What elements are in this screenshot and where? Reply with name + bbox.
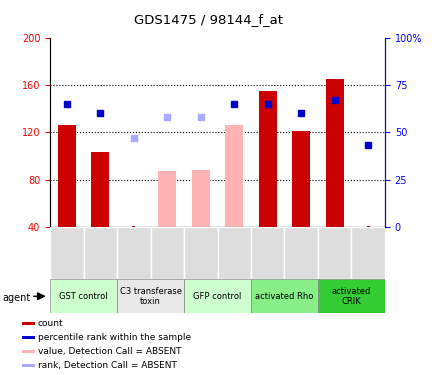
Bar bbox=[250, 227, 284, 279]
Bar bbox=[224, 125, 243, 227]
Bar bbox=[22, 336, 35, 339]
Bar bbox=[22, 364, 35, 367]
Bar bbox=[284, 227, 317, 279]
Text: GFP control: GFP control bbox=[193, 292, 241, 301]
Bar bbox=[117, 279, 184, 313]
Bar bbox=[50, 227, 83, 279]
Bar bbox=[83, 227, 117, 279]
Text: value, Detection Call = ABSENT: value, Detection Call = ABSENT bbox=[38, 347, 181, 356]
Text: GDS1475 / 98144_f_at: GDS1475 / 98144_f_at bbox=[134, 13, 283, 26]
Bar bbox=[317, 279, 384, 313]
Bar bbox=[57, 125, 76, 227]
Bar bbox=[291, 131, 310, 227]
Bar bbox=[158, 171, 176, 227]
Bar bbox=[250, 279, 317, 313]
Bar bbox=[91, 152, 109, 227]
Bar bbox=[317, 227, 351, 279]
Bar bbox=[150, 227, 184, 279]
Text: agent: agent bbox=[2, 293, 30, 303]
Bar bbox=[217, 227, 250, 279]
Bar bbox=[325, 79, 343, 227]
Bar bbox=[22, 350, 35, 353]
Text: activated Rho: activated Rho bbox=[255, 292, 313, 301]
Bar bbox=[50, 279, 117, 313]
Text: percentile rank within the sample: percentile rank within the sample bbox=[38, 333, 191, 342]
Bar bbox=[184, 279, 250, 313]
Bar bbox=[191, 170, 210, 227]
Bar bbox=[366, 226, 369, 227]
Bar bbox=[22, 322, 35, 326]
Bar bbox=[351, 227, 384, 279]
Bar bbox=[117, 227, 150, 279]
Text: rank, Detection Call = ABSENT: rank, Detection Call = ABSENT bbox=[38, 361, 176, 370]
Text: C3 transferase
toxin: C3 transferase toxin bbox=[119, 286, 181, 306]
Text: GST control: GST control bbox=[59, 292, 108, 301]
Bar bbox=[184, 227, 217, 279]
Text: activated
CRIK: activated CRIK bbox=[331, 286, 370, 306]
Text: count: count bbox=[38, 320, 63, 328]
Bar bbox=[132, 226, 135, 227]
Bar bbox=[258, 91, 276, 227]
